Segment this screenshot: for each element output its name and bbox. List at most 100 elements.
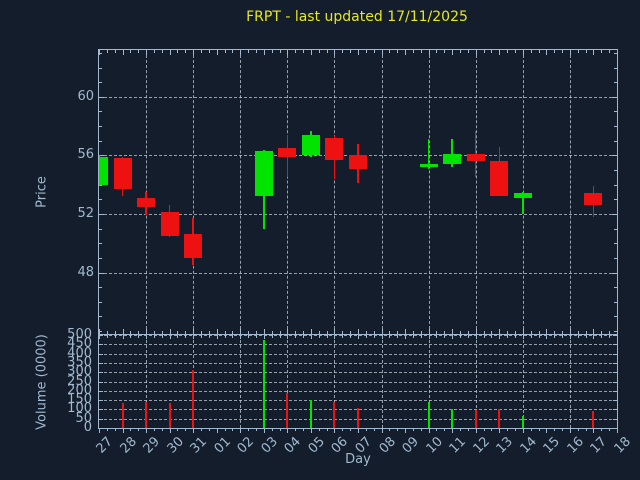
- x-minor-tick: [232, 335, 234, 338]
- price-minor-tick: [614, 331, 617, 333]
- x-minor-tick: [397, 428, 399, 431]
- volume-bar-30: [168, 402, 171, 428]
- x-tick: [310, 50, 312, 55]
- x-minor-tick: [342, 331, 344, 334]
- day-gridline: [522, 335, 524, 428]
- x-minor-tick: [491, 335, 493, 338]
- x-tick: [358, 50, 359, 55]
- x-tick: [569, 50, 571, 55]
- day-gridline: [381, 335, 383, 428]
- x-minor-tick: [279, 428, 281, 431]
- x-minor-tick: [224, 50, 226, 53]
- x-tick: [475, 329, 477, 334]
- volume-bar-11: [451, 409, 454, 428]
- x-tick: [499, 335, 501, 339]
- x-minor-tick: [389, 331, 391, 334]
- x-minor-tick: [271, 331, 273, 334]
- volume-tick-label: 450: [67, 336, 92, 352]
- x-tick: [546, 50, 548, 55]
- volume-tick: [613, 400, 617, 402]
- x-minor-tick: [412, 331, 414, 334]
- volume-bar-05: [309, 400, 312, 428]
- volume-tick: [99, 409, 103, 411]
- x-minor-tick: [326, 331, 328, 334]
- x-tick: [546, 335, 548, 339]
- x-minor-tick: [224, 331, 226, 334]
- x-tick: [146, 329, 148, 334]
- x-minor-tick: [106, 335, 108, 338]
- x-tick: [169, 329, 171, 334]
- volume-tick: [613, 362, 617, 364]
- x-minor-tick: [177, 428, 179, 431]
- volume-tick: [99, 390, 103, 392]
- price-minor-tick: [614, 301, 617, 303]
- x-tick: [122, 335, 124, 339]
- day-tick-label: 03: [258, 434, 281, 457]
- price-minor-tick: [614, 184, 617, 186]
- x-minor-tick: [538, 50, 540, 53]
- price-minor-tick: [614, 82, 617, 84]
- x-minor-tick: [373, 335, 375, 338]
- x-minor-tick: [397, 335, 399, 338]
- x-tick: [452, 335, 454, 339]
- day-gridline: [146, 335, 148, 428]
- x-tick: [405, 335, 407, 339]
- x-minor-tick: [507, 335, 509, 338]
- x-tick: [122, 50, 124, 55]
- volume-tick: [99, 362, 103, 364]
- price-tick: [99, 213, 104, 215]
- day-tick-label: 15: [540, 434, 564, 457]
- x-tick: [358, 329, 359, 334]
- x-minor-tick: [514, 50, 516, 53]
- price-minor-tick: [99, 184, 102, 186]
- x-minor-tick: [444, 428, 446, 431]
- x-tick: [546, 329, 548, 334]
- x-minor-tick: [255, 331, 257, 334]
- x-minor-tick: [248, 50, 250, 53]
- day-gridline: [475, 335, 477, 428]
- volume-bar-31: [192, 370, 195, 428]
- x-tick: [146, 335, 148, 339]
- x-minor-tick: [460, 50, 462, 53]
- x-tick: [593, 50, 595, 55]
- day-tick-label: 09: [399, 434, 422, 457]
- x-tick: [428, 329, 430, 334]
- volume-bar-06: [333, 401, 336, 428]
- x-tick: [287, 50, 289, 55]
- x-minor-tick: [106, 331, 108, 334]
- x-minor-tick: [138, 331, 140, 334]
- x-minor-tick: [389, 335, 391, 338]
- price-gridline: [99, 272, 617, 274]
- x-tick: [122, 428, 124, 433]
- day-gridline: [287, 335, 289, 428]
- x-tick: [428, 50, 430, 55]
- x-tick: [381, 329, 383, 334]
- price-minor-tick: [614, 243, 617, 245]
- volume-tick: [99, 335, 103, 336]
- volume-tick-label: 350: [67, 354, 92, 370]
- x-minor-tick: [114, 331, 116, 334]
- price-minor-tick: [99, 52, 102, 54]
- x-tick: [216, 50, 218, 55]
- x-tick: [240, 50, 242, 55]
- volume-tick-label: 200: [67, 382, 92, 398]
- day-tick-label: 31: [187, 434, 211, 457]
- day-axis-label: Day: [345, 452, 371, 467]
- x-tick: [522, 50, 524, 55]
- volume-tick: [613, 409, 617, 411]
- x-minor-tick: [514, 428, 516, 431]
- x-minor-tick: [389, 428, 391, 431]
- x-minor-tick: [185, 428, 187, 431]
- price-tick-label: 48: [77, 264, 94, 280]
- price-minor-tick: [99, 257, 102, 259]
- volume-tick-label: 100: [67, 401, 92, 417]
- price-minor-tick: [614, 111, 617, 113]
- x-minor-tick: [554, 50, 556, 53]
- x-minor-tick: [420, 428, 422, 431]
- x-minor-tick: [491, 50, 493, 53]
- x-tick: [169, 335, 171, 339]
- x-minor-tick: [208, 428, 210, 431]
- x-tick: [263, 50, 265, 55]
- x-minor-tick: [153, 50, 155, 53]
- x-minor-tick: [577, 428, 579, 431]
